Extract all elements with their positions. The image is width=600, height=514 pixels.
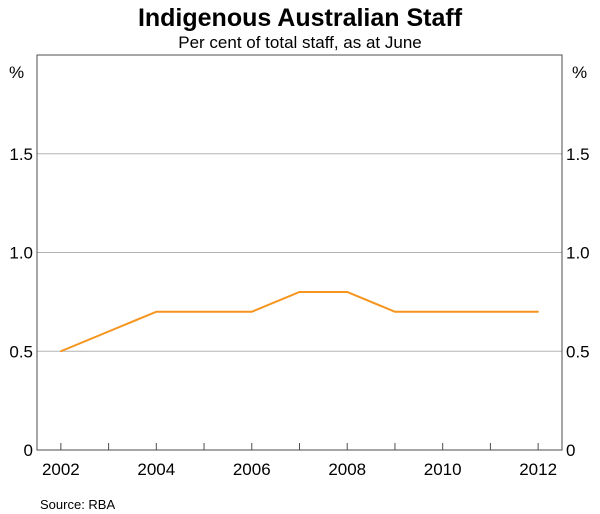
data-point-2008 <box>346 291 349 293</box>
series-line-0 <box>60 291 539 353</box>
tick-labels: 0 0 0.5 0.5 1.0 1.0 1.5 1.5 2002 2004 2006 2008 2010… <box>9 145 589 479</box>
data-point-2006 <box>250 310 253 313</box>
data-point-2009 <box>394 310 396 313</box>
x-tick-label-2010: 2010 <box>424 460 462 479</box>
chart-title: Indigenous Australian Staff <box>138 4 463 32</box>
data-point-2012 <box>537 310 539 313</box>
y-tick-label-left: 0 <box>24 441 33 460</box>
data-point-2010 <box>441 310 444 313</box>
source-note: Source: RBA <box>40 497 115 512</box>
y-unit-left: % <box>9 63 24 82</box>
gridlines <box>37 153 562 352</box>
data-point-2007 <box>298 291 301 293</box>
y-unit-right: % <box>572 63 587 82</box>
axis-ticks <box>60 443 539 450</box>
x-tick-label-2004: 2004 <box>137 460 175 479</box>
y-tick-label-left: 1.0 <box>9 244 33 263</box>
series-lines <box>60 291 539 353</box>
chart-subtitle: Per cent of total staff, as at June <box>178 33 422 52</box>
data-point-2004 <box>155 310 158 313</box>
data-point-2005 <box>203 310 205 313</box>
y-tick-label-right: 0 <box>566 441 575 460</box>
x-tick-label-2012: 2012 <box>519 460 557 479</box>
y-tick-label-right: 1.0 <box>566 244 590 263</box>
data-point-2011 <box>489 310 492 313</box>
x-tick-label-2008: 2008 <box>328 460 366 479</box>
y-tick-label-left: 1.5 <box>9 145 33 164</box>
y-tick-label-left: 0.5 <box>9 342 33 361</box>
y-tick-label-right: 1.5 <box>566 145 590 164</box>
data-point-2003 <box>107 330 110 333</box>
x-tick-label-2006: 2006 <box>233 460 271 479</box>
x-tick-label-2002: 2002 <box>42 460 80 479</box>
y-tick-label-right: 0.5 <box>566 342 590 361</box>
data-point-2002 <box>60 350 62 353</box>
